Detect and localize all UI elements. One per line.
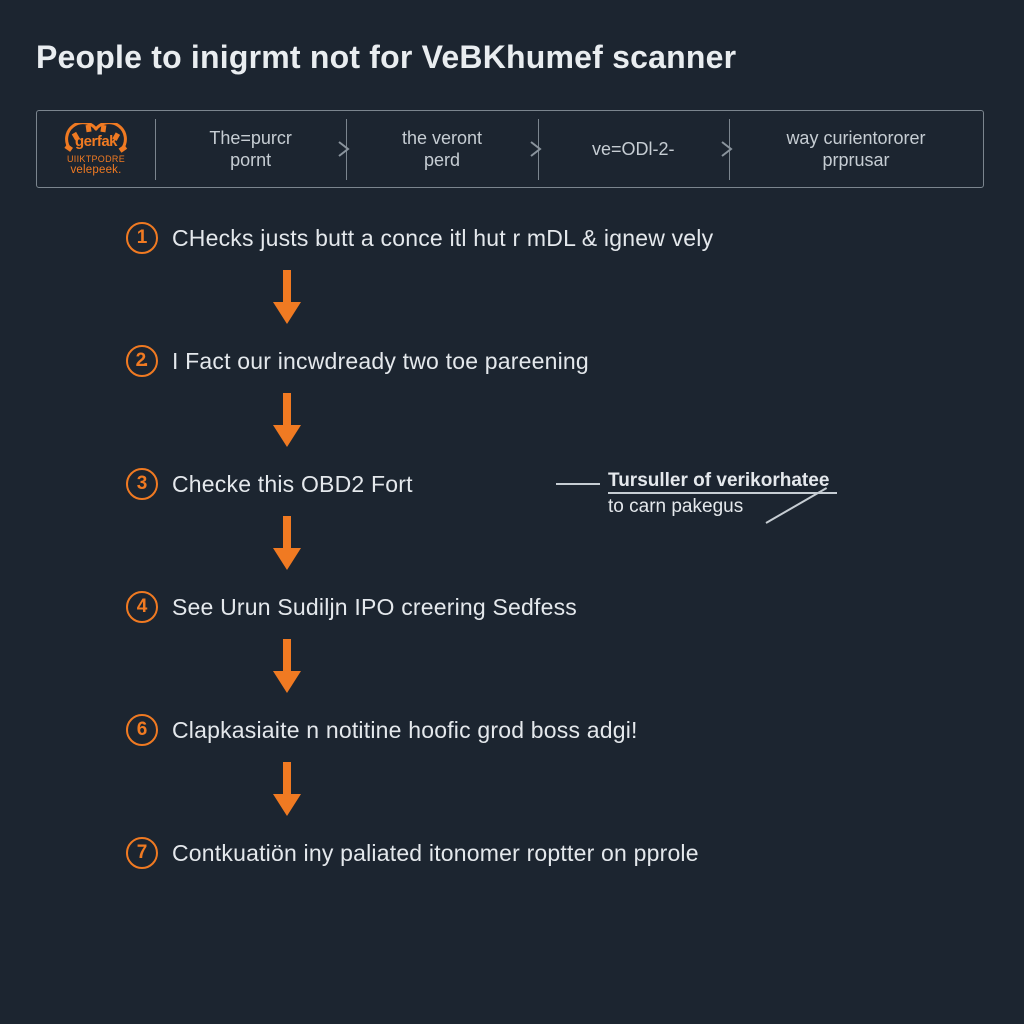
down-arrow-icon [272,393,302,447]
brand-line-3: velepeek. [70,164,121,176]
step-text: Checke this OBD2 Fort [172,471,413,498]
down-arrow-icon [272,639,302,693]
step-4: 4 See Urun Sudiljn IPO creering Sedfess [126,591,984,623]
breadcrumb-item: ve=ODl-2- [538,111,729,187]
step-6: 6 Clapkasiaite n notitine hoofic grod bo… [126,714,984,746]
step-text: I Fact our incwdready two toe pareening [172,348,589,375]
breadcrumb-item: way curientororer prprusar [729,111,983,187]
step-text: CHecks justs butt a conce itl hut r mDL … [172,225,713,252]
chevron-right-icon [334,139,354,159]
step-3: 3 Checke this OBD2 Fort Tursuller of ver… [126,468,984,500]
chevron-right-icon [717,139,737,159]
step-number: 2. [126,345,158,377]
callout-note: Tursuller of verikorhatee to carn pakegu… [608,468,829,521]
chevron-right-icon [526,139,546,159]
step-text: Clapkasiaite n notitine hoofic grod boss… [172,717,638,744]
step-callout: Tursuller of verikorhatee to carn pakegu… [556,468,829,521]
diagram-canvas: People to inigrmt not for VeBKhumef scan… [0,0,1024,1024]
step-number: 3 [126,468,158,500]
step-number: 4 [126,591,158,623]
brand-line-2: UIIKTPODRE [67,155,125,164]
down-arrow-icon [272,516,302,570]
steps-flow: 1 CHecks justs butt a conce itl hut r mD… [36,222,984,869]
gear-icon: gerfak [60,123,132,155]
step-number: 6 [126,714,158,746]
step-text: Contkuatiön iny paliated itonomer roptte… [172,840,699,867]
brand-line-1: gerfak [75,134,117,150]
down-arrow-icon [272,270,302,324]
step-1: 1 CHecks justs butt a conce itl hut r mD… [126,222,984,254]
page-title: People to inigrmt not for VeBKhumef scan… [36,38,984,76]
breadcrumb-item: the veront perd [346,111,537,187]
breadcrumb-item: The=purcr pornt [155,111,346,187]
callout-connector [556,483,600,485]
step-number: 1 [126,222,158,254]
step-text: See Urun Sudiljn IPO creering Sedfess [172,594,577,621]
brand-logo: gerfak UIIKTPODRE velepeek. [37,111,155,187]
breadcrumb-row: gerfak UIIKTPODRE velepeek. The=purcr po… [36,110,984,188]
step-7: 7 Contkuatiön iny paliated itonomer ropt… [126,837,984,869]
step-number: 7 [126,837,158,869]
step-2: 2. I Fact our incwdready two toe pareeni… [126,345,984,377]
down-arrow-icon [272,762,302,816]
